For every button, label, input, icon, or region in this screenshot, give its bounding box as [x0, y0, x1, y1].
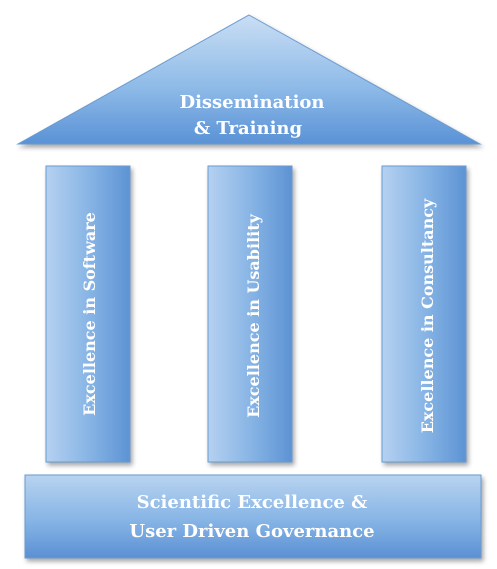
foundation: Scientific Excellence & User Driven Gove… — [24, 474, 482, 559]
roof-title-line1: Dissemination — [179, 92, 324, 113]
foundation-block — [24, 474, 482, 559]
roof-title-line2: & Training — [194, 118, 303, 139]
roof: Dissemination & Training — [16, 14, 482, 145]
pillar-consultancy-column — [381, 165, 467, 463]
pillar-software: Excellence in Software — [45, 165, 131, 463]
pillar-usability: Excellence in Usability — [207, 165, 293, 463]
pillar-usability-column — [207, 165, 293, 463]
roof-triangle — [16, 14, 482, 145]
pillar-consultancy-label: Excellence in Consultancy — [418, 198, 437, 433]
foundation-line2: User Driven Governance — [129, 521, 374, 542]
pillar-usability-label: Excellence in Usability — [244, 213, 263, 418]
pillar-consultancy: Excellence in Consultancy — [381, 165, 467, 463]
pillar-software-column — [45, 165, 131, 463]
pillar-software-label: Excellence in Software — [80, 212, 99, 416]
foundation-line1: Scientific Excellence & — [137, 492, 368, 513]
